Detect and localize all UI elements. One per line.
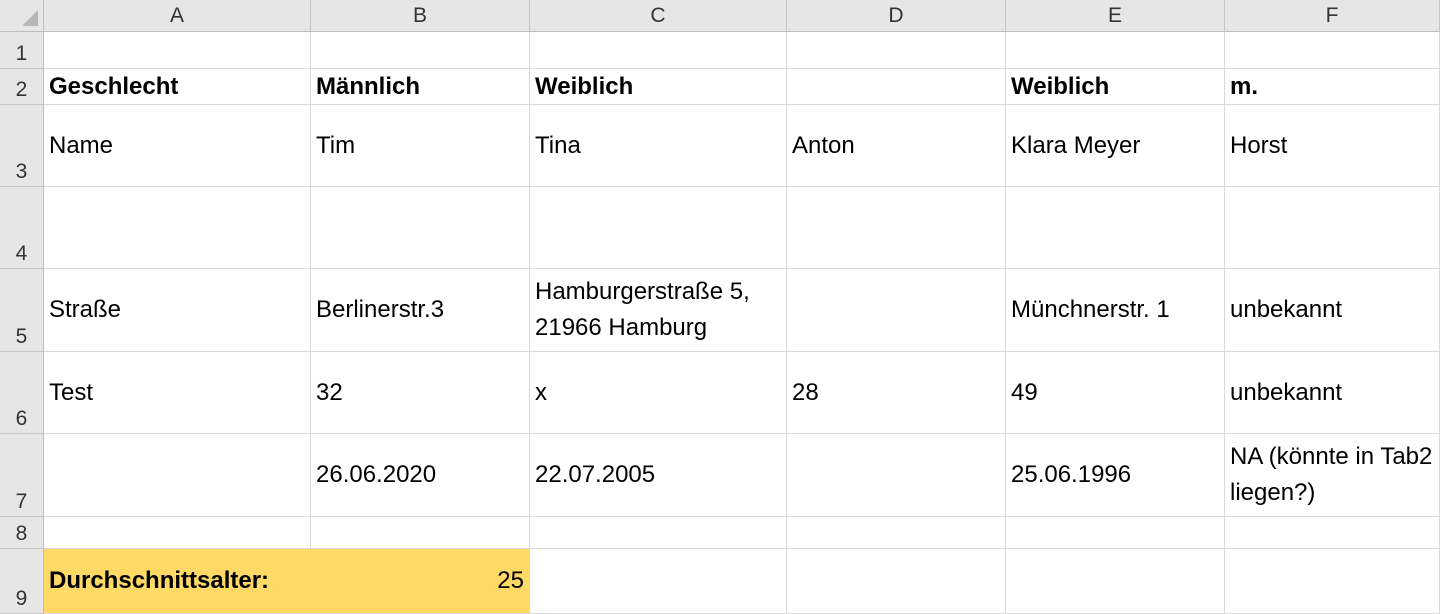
cell-b8[interactable]	[311, 517, 530, 549]
column-header-c[interactable]: C	[530, 0, 787, 32]
cell-c5[interactable]: Hamburgerstraße 5, 21966 Hamburg	[530, 269, 787, 352]
cell-a4[interactable]	[44, 187, 311, 269]
cell-d4[interactable]	[787, 187, 1006, 269]
cell-d2[interactable]	[787, 69, 1006, 105]
column-header-e[interactable]: E	[1006, 0, 1225, 32]
cell-f4[interactable]	[1225, 187, 1440, 269]
cell-e8[interactable]	[1006, 517, 1225, 549]
row-header-7[interactable]: 7	[0, 434, 44, 517]
row-header-6[interactable]: 6	[0, 352, 44, 434]
cell-a3[interactable]: Name	[44, 105, 311, 187]
cell-b9[interactable]: 25	[311, 549, 530, 614]
cell-d1[interactable]	[787, 32, 1006, 69]
cell-a8[interactable]	[44, 517, 311, 549]
cell-e2[interactable]: Weiblich	[1006, 69, 1225, 105]
row-header-8[interactable]: 8	[0, 517, 44, 549]
cell-a6[interactable]: Test	[44, 352, 311, 434]
cell-f5[interactable]: unbekannt	[1225, 269, 1440, 352]
row-header-2[interactable]: 2	[0, 69, 44, 105]
cell-d5[interactable]	[787, 269, 1006, 352]
row-header-3[interactable]: 3	[0, 105, 44, 187]
cell-c6[interactable]: x	[530, 352, 787, 434]
cell-e5[interactable]: Münchnerstr. 1	[1006, 269, 1225, 352]
column-header-d[interactable]: D	[787, 0, 1006, 32]
cell-f1[interactable]	[1225, 32, 1440, 69]
cell-c1[interactable]	[530, 32, 787, 69]
cell-f6[interactable]: unbekannt	[1225, 352, 1440, 434]
cell-f2[interactable]: m.	[1225, 69, 1440, 105]
cell-b4[interactable]	[311, 187, 530, 269]
cell-f9[interactable]	[1225, 549, 1440, 614]
cell-b3[interactable]: Tim	[311, 105, 530, 187]
cell-d3[interactable]: Anton	[787, 105, 1006, 187]
cell-e3[interactable]: Klara Meyer	[1006, 105, 1225, 187]
cell-e7[interactable]: 25.06.1996	[1006, 434, 1225, 517]
cell-f8[interactable]	[1225, 517, 1440, 549]
cell-d6[interactable]: 28	[787, 352, 1006, 434]
cell-f3[interactable]: Horst	[1225, 105, 1440, 187]
select-all-icon	[22, 10, 38, 26]
cell-f7[interactable]: NA (könnte in Tab2 liegen?)	[1225, 434, 1440, 517]
cell-a9[interactable]: Durchschnittsalter:	[44, 549, 311, 614]
cell-b1[interactable]	[311, 32, 530, 69]
row-header-5[interactable]: 5	[0, 269, 44, 352]
cell-c4[interactable]	[530, 187, 787, 269]
cell-e1[interactable]	[1006, 32, 1225, 69]
cell-a5[interactable]: Straße	[44, 269, 311, 352]
cell-c3[interactable]: Tina	[530, 105, 787, 187]
cell-c9[interactable]	[530, 549, 787, 614]
cell-b7[interactable]: 26.06.2020	[311, 434, 530, 517]
cell-a1[interactable]	[44, 32, 311, 69]
cell-e6[interactable]: 49	[1006, 352, 1225, 434]
column-header-f[interactable]: F	[1225, 0, 1440, 32]
cell-d7[interactable]	[787, 434, 1006, 517]
cell-b6[interactable]: 32	[311, 352, 530, 434]
cell-d8[interactable]	[787, 517, 1006, 549]
column-header-a[interactable]: A	[44, 0, 311, 32]
cell-e4[interactable]	[1006, 187, 1225, 269]
column-header-b[interactable]: B	[311, 0, 530, 32]
row-header-9[interactable]: 9	[0, 549, 44, 614]
cell-b5[interactable]: Berlinerstr.3	[311, 269, 530, 352]
row-header-4[interactable]: 4	[0, 187, 44, 269]
cell-e9[interactable]	[1006, 549, 1225, 614]
cell-a7[interactable]	[44, 434, 311, 517]
cell-b2[interactable]: Männlich	[311, 69, 530, 105]
cell-a2[interactable]: Geschlecht	[44, 69, 311, 105]
cell-c2[interactable]: Weiblich	[530, 69, 787, 105]
cell-d9[interactable]	[787, 549, 1006, 614]
cell-c7[interactable]: 22.07.2005	[530, 434, 787, 517]
row-header-1[interactable]: 1	[0, 32, 44, 69]
cell-c8[interactable]	[530, 517, 787, 549]
select-all-corner[interactable]	[0, 0, 44, 32]
